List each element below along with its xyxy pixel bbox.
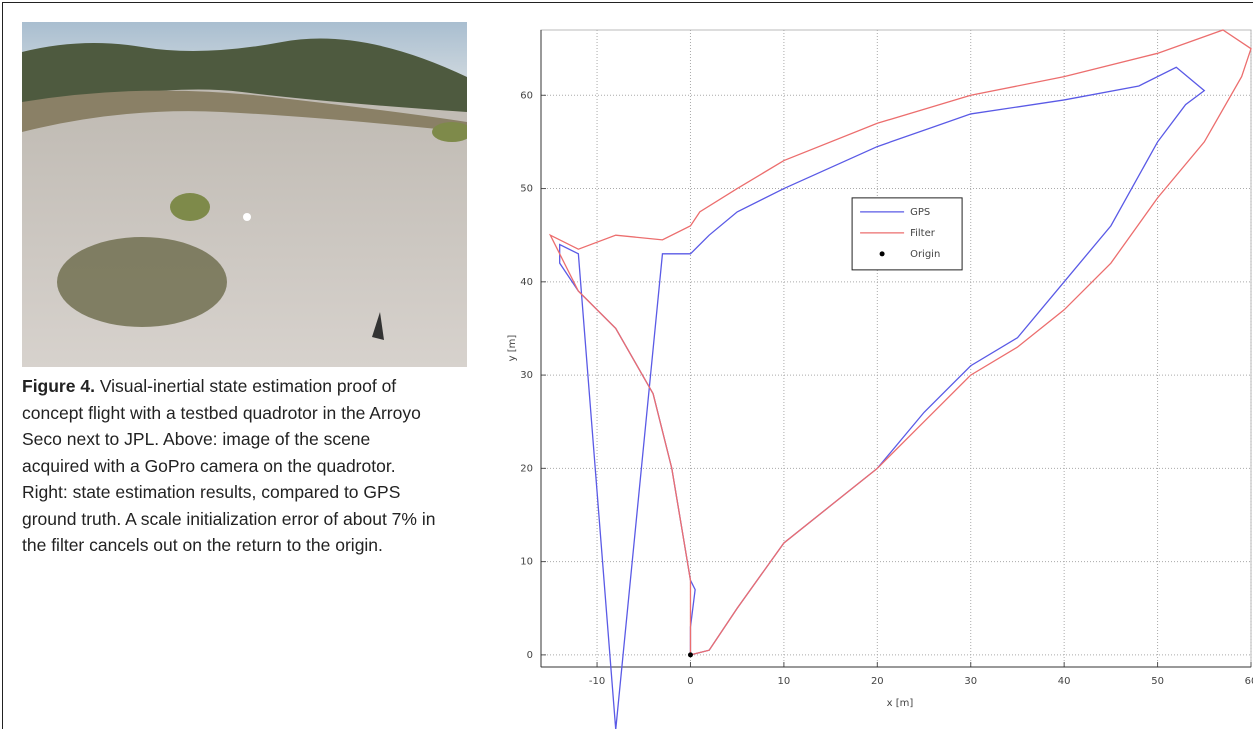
y-tick-label: 50 — [520, 184, 533, 195]
x-tick-label: 50 — [1151, 676, 1164, 687]
x-tick-label: -10 — [589, 676, 605, 687]
legend-marker — [879, 251, 885, 257]
legend-label: GPS — [910, 207, 930, 218]
plot-area — [540, 29, 1252, 668]
scene-photo — [22, 22, 467, 367]
x-tick-label: 40 — [1058, 676, 1071, 687]
caption-label: Figure 4. — [22, 376, 95, 396]
figure-caption: Figure 4. Visual-inertial state estimati… — [22, 373, 442, 559]
origin-marker — [687, 652, 693, 658]
legend-label: Filter — [910, 228, 936, 239]
x-tick-label: 60 — [1245, 676, 1253, 687]
x-tick-label: 30 — [964, 676, 977, 687]
legend-box — [851, 197, 963, 271]
x-axis-label: x [m] — [887, 698, 914, 709]
y-tick-label: 30 — [520, 370, 533, 381]
y-tick-label: 60 — [520, 90, 533, 101]
x-tick-label: 10 — [778, 676, 791, 687]
y-tick-label: 0 — [527, 650, 533, 661]
x-tick-label: 0 — [687, 676, 693, 687]
y-tick-label: 20 — [520, 463, 533, 474]
y-tick-label: 40 — [520, 277, 533, 288]
x-tick-label: 20 — [871, 676, 884, 687]
legend: GPS Filter Origin — [851, 197, 963, 271]
trajectory-line — [548, 29, 1252, 656]
y-axis-label: y [m] — [507, 335, 518, 362]
legend-label: Origin — [910, 249, 940, 260]
y-tick-label: 10 — [520, 557, 533, 568]
caption-text: Visual-inertial state estimation proof o… — [22, 376, 436, 555]
